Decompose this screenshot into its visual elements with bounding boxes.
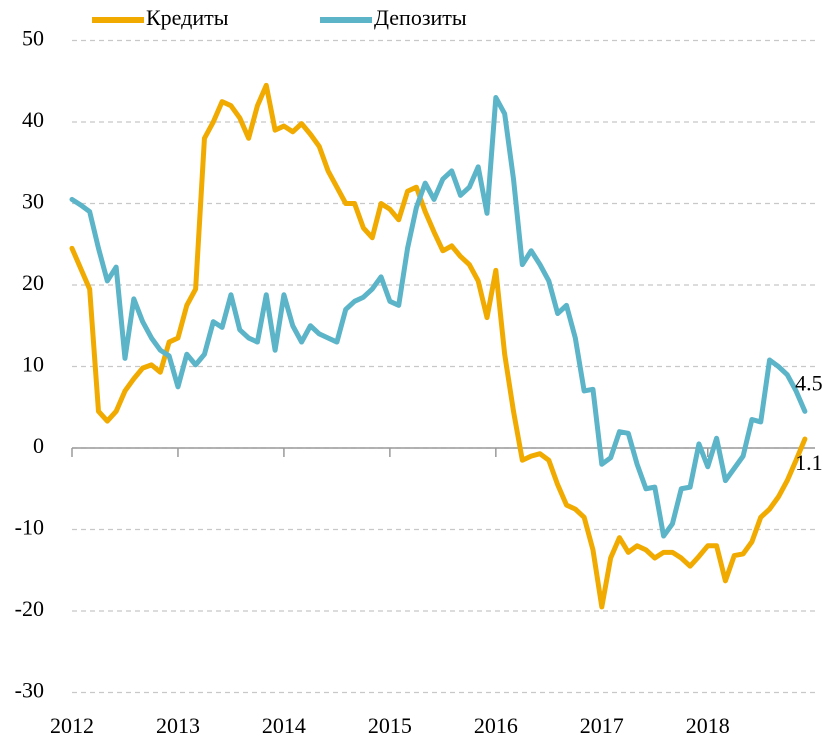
y-tick-label: -20 <box>15 596 44 621</box>
x-tick-label: 2018 <box>686 713 730 738</box>
x-tick-label: 2014 <box>262 713 306 738</box>
x-tick-label: 2015 <box>368 713 412 738</box>
end-label: 4.5 <box>795 370 823 395</box>
line-series <box>69 82 808 610</box>
legend-label: Кредиты <box>146 5 229 30</box>
y-tick-label: -30 <box>15 678 44 703</box>
x-tick-label: 2012 <box>50 713 94 738</box>
x-tick-label: 2013 <box>156 713 200 738</box>
x-tick-label: 2016 <box>474 713 518 738</box>
y-tick-label: -10 <box>15 515 44 540</box>
y-tick-label: 50 <box>22 26 44 51</box>
legend-label: Депозиты <box>374 5 467 30</box>
y-tick-label: 30 <box>22 189 44 214</box>
end-label: 1.1 <box>795 450 823 475</box>
y-tick-label: 40 <box>22 107 44 132</box>
y-tick-label: 20 <box>22 270 44 295</box>
y-tick-label: 10 <box>22 352 44 377</box>
x-tick-label: 2017 <box>580 713 624 738</box>
y-tick-label: 0 <box>33 433 44 458</box>
line-series <box>69 95 808 539</box>
